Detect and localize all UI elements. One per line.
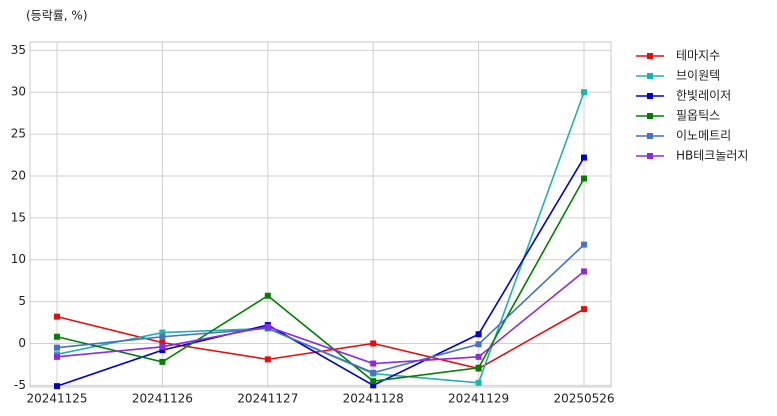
y-tick-label: 25 [11, 127, 26, 141]
y-tick-label: 10 [11, 252, 26, 266]
legend-marker [647, 73, 653, 79]
y-tick-label: -5 [14, 378, 26, 392]
point-marker [370, 369, 377, 376]
series-line [56, 244, 585, 374]
x-tick-label: 20241127 [237, 392, 298, 406]
legend-label: 이노메트리 [676, 129, 731, 143]
legend-label: 테마지수 [676, 49, 720, 63]
point-marker [475, 341, 482, 348]
point-marker [370, 340, 377, 347]
y-tick-label: 30 [11, 85, 26, 99]
point-marker [475, 353, 482, 360]
x-tick-label: 20241126 [132, 392, 193, 406]
point-marker [581, 306, 587, 313]
x-tick-label: 20241129 [448, 392, 509, 406]
point-marker [581, 175, 587, 182]
series-line [56, 270, 585, 365]
y-tick-label: 5 [18, 294, 26, 308]
point-marker [159, 329, 166, 336]
legend-marker [647, 133, 653, 139]
point-marker [581, 89, 587, 96]
plot-frame [29, 41, 612, 388]
point-marker [54, 333, 60, 340]
legend-label: 한빛레이저 [676, 89, 731, 103]
point-marker [54, 344, 60, 351]
point-marker [54, 353, 60, 360]
point-marker [159, 358, 166, 365]
legend-marker [647, 93, 653, 99]
x-tick-label: 20241128 [343, 392, 404, 406]
point-marker [264, 356, 271, 363]
point-marker [475, 364, 482, 371]
legend-label: HB테크놀러지 [676, 149, 748, 163]
legend-label: 필옵틱스 [676, 109, 720, 123]
point-marker [370, 360, 377, 367]
point-marker [54, 383, 60, 390]
y-tick-label: 35 [11, 43, 26, 57]
point-marker [475, 331, 482, 338]
x-tick-label: 20250526 [553, 392, 614, 406]
legend-marker [647, 113, 653, 119]
legend-label: 브이원텍 [676, 69, 720, 83]
point-marker [159, 339, 166, 346]
point-marker [264, 323, 271, 330]
legend-marker [647, 153, 653, 159]
point-marker [159, 347, 166, 354]
point-marker [370, 378, 377, 385]
y-axis-label: (등락률, %) [26, 9, 88, 23]
y-tick-label: 15 [11, 210, 26, 224]
y-tick-label: 0 [18, 336, 26, 350]
x-tick-label: 20241125 [26, 392, 87, 406]
point-marker [581, 154, 587, 161]
point-marker [370, 382, 377, 389]
series-line [56, 178, 585, 382]
y-tick-label: 20 [11, 168, 26, 182]
point-marker [159, 333, 166, 340]
point-marker [475, 379, 482, 386]
point-marker [581, 268, 587, 275]
point-marker [581, 241, 587, 248]
point-marker [264, 292, 271, 299]
legend-marker [647, 53, 653, 59]
series-line [56, 157, 585, 387]
point-marker [159, 343, 166, 350]
point-marker [54, 313, 60, 320]
